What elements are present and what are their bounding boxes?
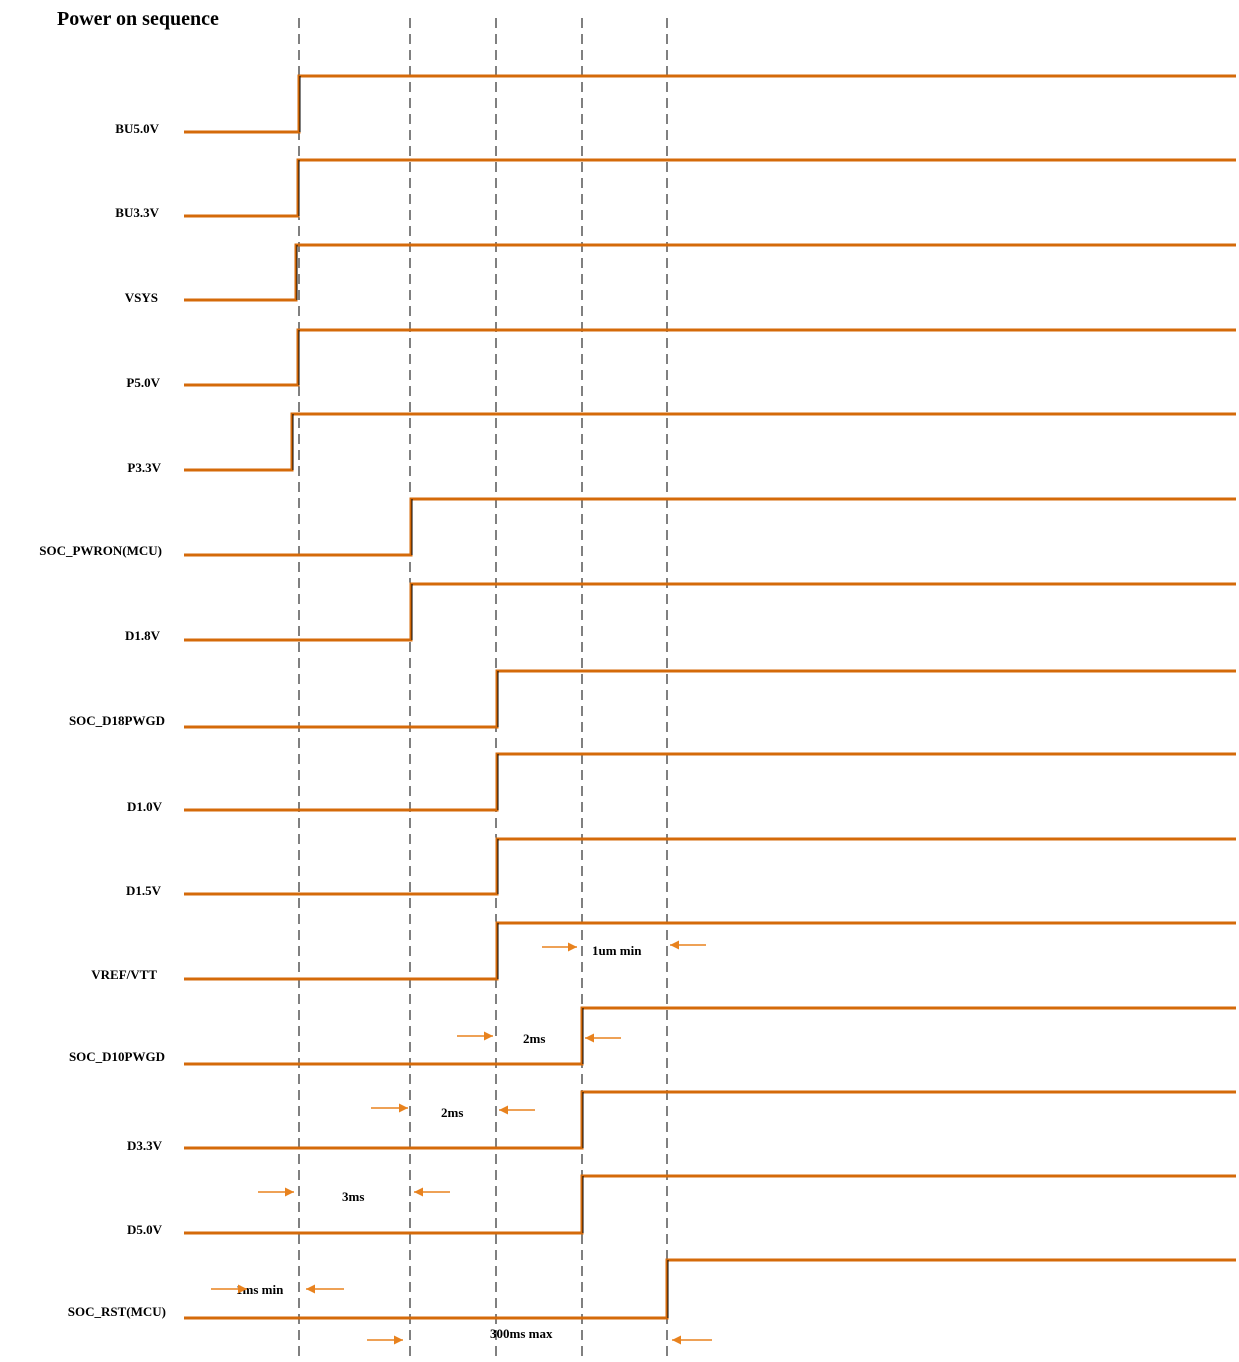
- annotation-2ms-3: 2ms: [371, 1103, 535, 1120]
- signal-label-soc-pwron-mcu: SOC_PWRON(MCU): [39, 543, 162, 558]
- waveform-soc-d18pwgd: [184, 669, 1236, 729]
- waveform-d1-5v: [184, 837, 1236, 896]
- waveform-vsys: [184, 243, 1236, 302]
- waveform-p3-3v: [184, 412, 1236, 472]
- annotation-label: 2ms: [441, 1105, 463, 1120]
- waveform-d1-8v: [184, 582, 1236, 642]
- signal-label-soc-d10pwgd: SOC_D10PWGD: [69, 1049, 165, 1064]
- arrowhead-right-icon: [484, 1031, 493, 1041]
- page-title: Power on sequence: [57, 8, 219, 30]
- signal-label-p5-0v: P5.0V: [126, 375, 160, 390]
- arrowhead-right-icon: [568, 942, 577, 952]
- annotation-label: 3ms: [342, 1189, 364, 1204]
- signal-label-d1-8v: D1.8V: [125, 628, 161, 643]
- signal-label-bu5-0v: BU5.0V: [115, 121, 159, 136]
- annotation-300ms-max-6: 300ms max: [367, 1326, 712, 1345]
- arrowhead-right-icon: [394, 1335, 403, 1345]
- waveform-d5-0v: [184, 1174, 1236, 1235]
- arrowhead-right-icon: [238, 1284, 247, 1294]
- signal-label-p3-3v: P3.3V: [127, 460, 161, 475]
- waveform-soc-pwron-mcu: [184, 497, 1236, 557]
- guide-lines: [298, 18, 668, 1360]
- signal-label-d5-0v: D5.0V: [127, 1222, 163, 1237]
- arrowhead-left-icon: [585, 1033, 594, 1043]
- arrowhead-right-icon: [285, 1187, 294, 1197]
- annotation-2ms-2: 2ms: [457, 1031, 621, 1046]
- signal-labels: BU5.0V BU3.3V VSYS P5.0V P3.3V SOC_PWRON(MCU)…: [39, 121, 166, 1319]
- waveform-d1-0v: [184, 752, 1236, 812]
- signal-label-d1-0v: D1.0V: [127, 799, 163, 814]
- arrowhead-left-icon: [672, 1335, 681, 1345]
- annotation-1um-min-1: 1um min: [542, 940, 706, 958]
- annotation-label: 1um min: [592, 943, 642, 958]
- signal-label-d3-3v: D3.3V: [127, 1138, 163, 1153]
- waveform-p5-0v: [184, 328, 1236, 387]
- signal-label-bu3-3v: BU3.3V: [115, 205, 159, 220]
- arrowhead-left-icon: [670, 940, 679, 950]
- waveform-soc-d10pwgd: [184, 1006, 1236, 1066]
- waveform-d3-3v: [184, 1090, 1236, 1150]
- arrowhead-left-icon: [499, 1105, 508, 1115]
- annotation-label: 300ms max: [490, 1326, 553, 1341]
- waveform-vref-vtt: [184, 921, 1236, 981]
- waveforms: [184, 74, 1236, 1320]
- waveform-soc-rst-mcu: [184, 1258, 1236, 1320]
- annotation-label: 2ms: [523, 1031, 545, 1046]
- waveform-bu3-3v: [184, 158, 1236, 218]
- arrowhead-left-icon: [414, 1187, 423, 1197]
- timing-annotations: 1um min 2ms 2ms 3ms 1ms min 300ms max: [211, 940, 712, 1345]
- annotation-1ms-min-5: 1ms min: [211, 1282, 344, 1297]
- signal-label-soc-d18pwgd: SOC_D18PWGD: [69, 713, 165, 728]
- waveform-bu5-0v: [184, 74, 1236, 134]
- arrowhead-left-icon: [306, 1284, 315, 1294]
- annotation-label: 1ms min: [236, 1282, 284, 1297]
- signal-label-d1-5v: D1.5V: [126, 883, 162, 898]
- signal-label-soc-rst-mcu: SOC_RST(MCU): [68, 1304, 166, 1319]
- signal-label-vsys: VSYS: [125, 290, 158, 305]
- annotation-3ms-4: 3ms: [258, 1187, 450, 1204]
- signal-label-vref-vtt: VREF/VTT: [91, 967, 157, 982]
- arrowhead-right-icon: [399, 1103, 408, 1113]
